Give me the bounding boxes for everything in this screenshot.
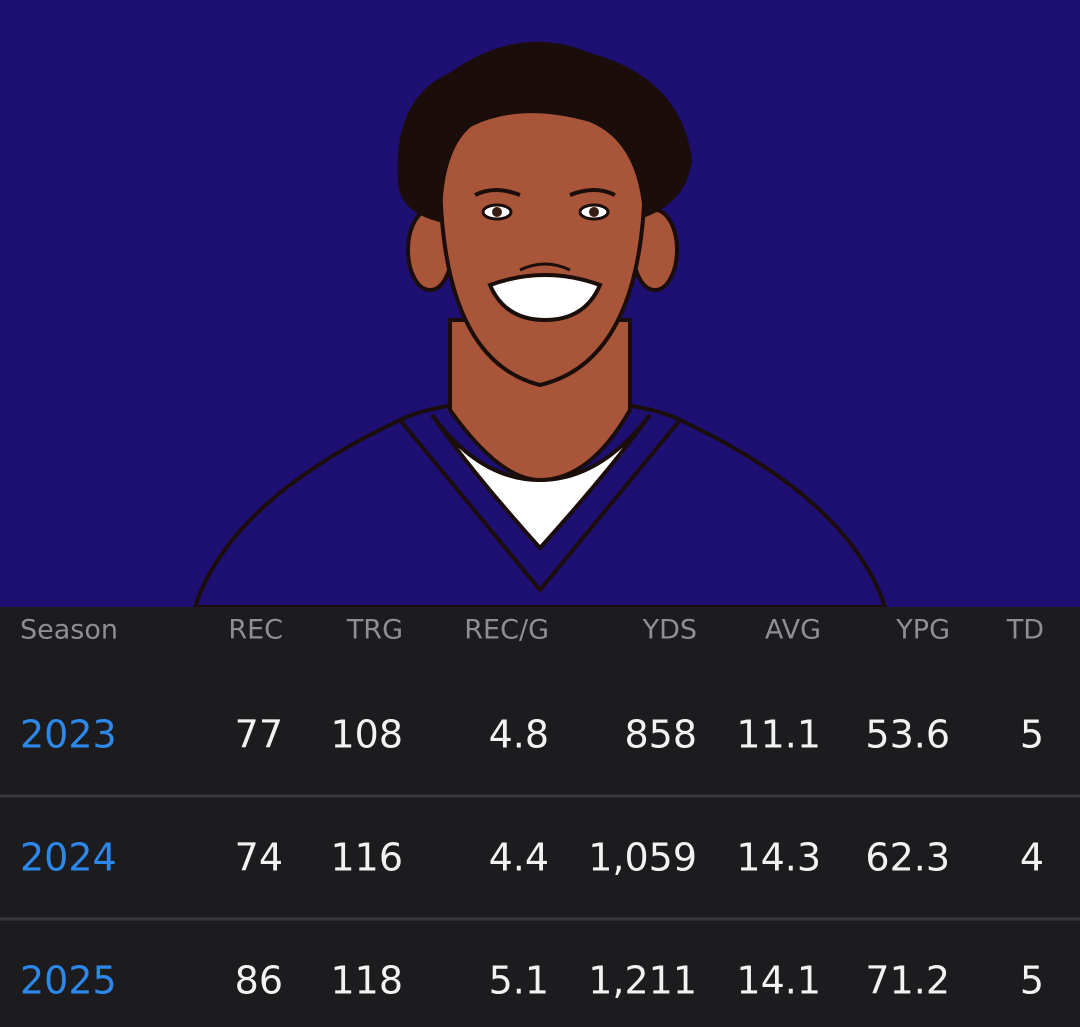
stat-cell: 74 — [235, 836, 283, 880]
column-header: REC/G — [464, 615, 549, 646]
stat-cell: 53.6 — [865, 713, 950, 757]
season-link[interactable]: 2025 — [20, 959, 117, 1003]
stat-cell: 4.4 — [489, 836, 549, 880]
stat-cell: 86 — [235, 959, 283, 1003]
column-header: TD — [1006, 615, 1044, 646]
column-header: YPG — [895, 615, 950, 646]
stat-cell: 5 — [1020, 959, 1044, 1003]
stat-cell: 14.1 — [736, 959, 821, 1003]
stat-cell: 77 — [235, 713, 283, 757]
column-header: YDS — [642, 615, 697, 646]
stat-cell: 4.8 — [489, 713, 549, 757]
stats-table-background — [0, 607, 1080, 1027]
stat-cell: 14.3 — [736, 836, 821, 880]
column-header: AVG — [765, 615, 821, 646]
stat-cell: 5.1 — [489, 959, 549, 1003]
stat-cell: 118 — [330, 959, 403, 1003]
stat-cell: 11.1 — [736, 713, 821, 757]
stat-cell: 108 — [330, 713, 403, 757]
stat-cell: 1,211 — [588, 959, 697, 1003]
column-header: REC — [228, 615, 283, 646]
player-illustration — [192, 41, 888, 609]
stat-cell: 1,059 — [588, 836, 697, 880]
season-link[interactable]: 2024 — [20, 836, 117, 880]
stat-cell: 71.2 — [865, 959, 950, 1003]
stat-cell: 116 — [330, 836, 403, 880]
stat-cell: 858 — [624, 713, 697, 757]
column-header: TRG — [346, 615, 403, 646]
stat-cell: 4 — [1020, 836, 1044, 880]
stat-cell: 5 — [1020, 713, 1044, 757]
season-link[interactable]: 2023 — [20, 713, 117, 757]
stat-cell: 62.3 — [865, 836, 950, 880]
column-header: Season — [20, 615, 118, 646]
